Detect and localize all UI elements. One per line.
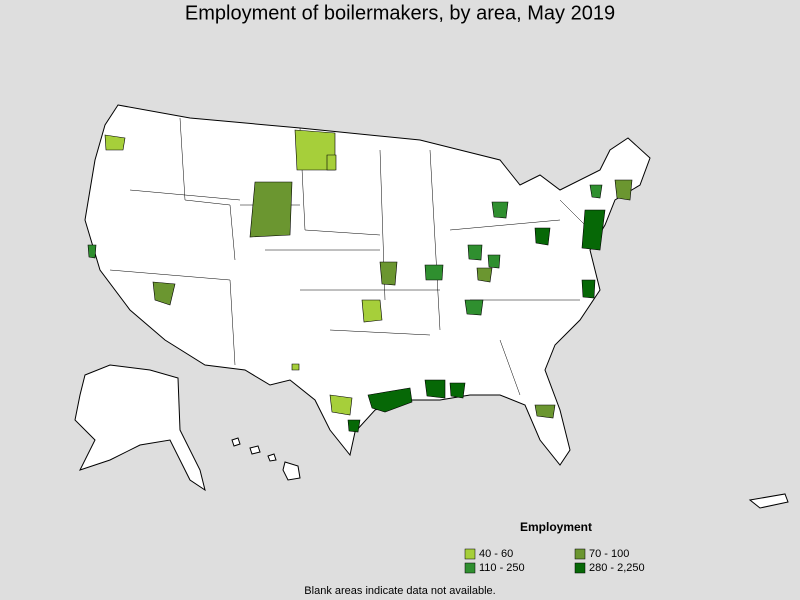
- puerto-rico: [748, 493, 789, 509]
- employment-area: [614, 179, 633, 201]
- legend-label: 40 - 60: [479, 548, 513, 560]
- employment-area: [291, 363, 300, 371]
- legend-swatch: [464, 562, 476, 574]
- employment-area: [152, 281, 176, 306]
- employment-area: [424, 379, 446, 399]
- employment-area: [589, 184, 603, 199]
- legend: Employment 40 - 60 70 - 100 110 - 250 280 -…: [464, 520, 645, 574]
- employment-area: [464, 299, 484, 316]
- employment-area: [424, 264, 444, 281]
- employment-area: [87, 244, 97, 259]
- legend-title: Employment: [520, 520, 592, 534]
- employment-area: [249, 181, 293, 238]
- legend-label: 70 - 100: [589, 548, 629, 560]
- employment-area: [367, 387, 413, 413]
- employment-area: [534, 227, 551, 246]
- map-title: Employment of boilermakers, by area, May…: [185, 2, 615, 24]
- map: [74, 104, 789, 509]
- employment-areas: [87, 129, 633, 433]
- employment-area: [326, 154, 337, 171]
- footnote: Blank areas indicate data not available.: [304, 585, 495, 597]
- employment-area: [329, 394, 353, 416]
- employment-area: [379, 261, 398, 286]
- legend-swatch: [574, 548, 586, 560]
- legend-items: 40 - 60 70 - 100 110 - 250 280 - 2,250: [464, 548, 645, 574]
- legend-swatch: [574, 562, 586, 574]
- legend-label: 280 - 2,250: [589, 562, 645, 574]
- legend-label: 110 - 250: [479, 562, 525, 574]
- employment-area: [581, 279, 596, 299]
- alaska: [74, 364, 206, 492]
- employment-area: [534, 404, 556, 419]
- employment-area: [467, 244, 483, 261]
- employment-area: [476, 267, 493, 283]
- employment-area: [104, 134, 126, 151]
- legend-swatch: [464, 548, 476, 560]
- employment-area: [581, 209, 606, 251]
- employment-area: [361, 299, 383, 323]
- employment-area: [449, 382, 466, 399]
- contiguous-us: [84, 104, 651, 466]
- employment-area: [347, 419, 361, 433]
- hawaii: [231, 437, 301, 481]
- area-borders: [109, 117, 601, 396]
- employment-area: [487, 254, 501, 269]
- employment-area: [491, 201, 509, 219]
